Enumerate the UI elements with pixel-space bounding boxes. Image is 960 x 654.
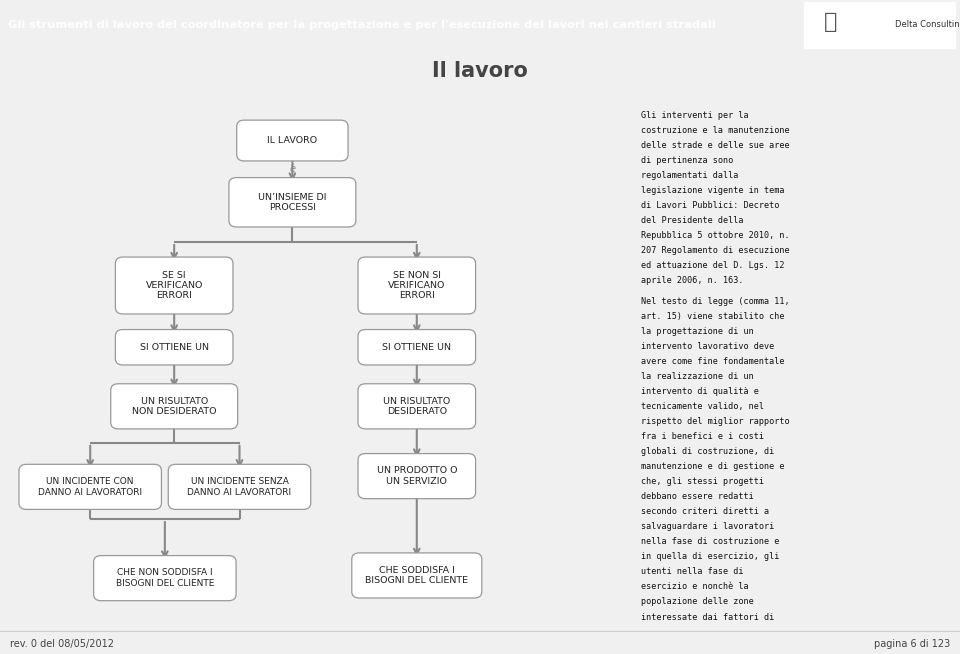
Text: Gli interventi per la: Gli interventi per la bbox=[640, 111, 748, 120]
FancyBboxPatch shape bbox=[358, 454, 475, 498]
Text: UN RISULTATO
NON DESIDERATO: UN RISULTATO NON DESIDERATO bbox=[132, 396, 216, 416]
Text: debbano essere redatti: debbano essere redatti bbox=[640, 492, 754, 501]
Text: CHE SODDISFA I
BISOGNI DEL CLIENTE: CHE SODDISFA I BISOGNI DEL CLIENTE bbox=[366, 566, 468, 585]
Text: tecnicamente valido, nel: tecnicamente valido, nel bbox=[640, 402, 763, 411]
FancyBboxPatch shape bbox=[237, 120, 348, 161]
Text: Il lavoro: Il lavoro bbox=[432, 61, 528, 81]
Text: SI OTTIENE UN: SI OTTIENE UN bbox=[382, 343, 451, 352]
FancyBboxPatch shape bbox=[358, 330, 475, 365]
FancyBboxPatch shape bbox=[358, 257, 475, 314]
Text: CHE NON SODDISFA I
BISOGNI DEL CLIENTE: CHE NON SODDISFA I BISOGNI DEL CLIENTE bbox=[115, 568, 214, 588]
Text: SI OTTIENE UN: SI OTTIENE UN bbox=[140, 343, 208, 352]
FancyBboxPatch shape bbox=[351, 553, 482, 598]
FancyBboxPatch shape bbox=[19, 464, 161, 509]
Text: in quella di esercizio, gli: in quella di esercizio, gli bbox=[640, 553, 780, 561]
Text: Ⓠ: Ⓠ bbox=[824, 12, 837, 32]
Text: nella fase di costruzione e: nella fase di costruzione e bbox=[640, 538, 780, 546]
Text: fra i benefici e i costi: fra i benefici e i costi bbox=[640, 432, 763, 441]
Text: esercizio e nonchè la: esercizio e nonchè la bbox=[640, 583, 748, 591]
FancyBboxPatch shape bbox=[168, 464, 311, 509]
Text: ed attuazione del D. Lgs. 12: ed attuazione del D. Lgs. 12 bbox=[640, 262, 784, 270]
Text: pagina 6 di 123: pagina 6 di 123 bbox=[875, 639, 950, 649]
Text: rispetto del miglior rapporto: rispetto del miglior rapporto bbox=[640, 417, 789, 426]
Text: che, gli stessi progetti: che, gli stessi progetti bbox=[640, 477, 763, 486]
Text: è: è bbox=[289, 164, 296, 174]
Text: costruzione e la manutenzione: costruzione e la manutenzione bbox=[640, 126, 789, 135]
FancyBboxPatch shape bbox=[94, 556, 236, 600]
Text: Nel testo di legge (comma 11,: Nel testo di legge (comma 11, bbox=[640, 297, 789, 306]
Text: intervento di qualità e: intervento di qualità e bbox=[640, 387, 758, 396]
Text: rev. 0 del 08/05/2012: rev. 0 del 08/05/2012 bbox=[10, 639, 113, 649]
Text: UN RISULTATO
DESIDERATO: UN RISULTATO DESIDERATO bbox=[383, 396, 450, 416]
Text: Repubblica 5 ottobre 2010, n.: Repubblica 5 ottobre 2010, n. bbox=[640, 232, 789, 240]
Text: globali di costruzione, di: globali di costruzione, di bbox=[640, 447, 774, 456]
Text: di pertinenza sono: di pertinenza sono bbox=[640, 156, 732, 165]
FancyBboxPatch shape bbox=[115, 257, 233, 314]
Text: manutenzione e di gestione e: manutenzione e di gestione e bbox=[640, 462, 784, 471]
FancyBboxPatch shape bbox=[110, 384, 238, 429]
Text: utenti nella fase di: utenti nella fase di bbox=[640, 568, 743, 576]
Text: delle strade e delle sue aree: delle strade e delle sue aree bbox=[640, 141, 789, 150]
Text: avere come fine fondamentale: avere come fine fondamentale bbox=[640, 357, 784, 366]
FancyBboxPatch shape bbox=[358, 384, 475, 429]
Text: Delta Consulting s.a.s.: Delta Consulting s.a.s. bbox=[895, 20, 960, 29]
Text: secondo criteri diretti a: secondo criteri diretti a bbox=[640, 508, 769, 516]
Text: legislazione vigente in tema: legislazione vigente in tema bbox=[640, 186, 784, 195]
Text: del Presidente della: del Presidente della bbox=[640, 216, 743, 225]
Text: salvaguardare i lavoratori: salvaguardare i lavoratori bbox=[640, 523, 774, 531]
Text: la progettazione di un: la progettazione di un bbox=[640, 327, 754, 336]
FancyBboxPatch shape bbox=[804, 2, 955, 48]
Text: di Lavori Pubblici: Decreto: di Lavori Pubblici: Decreto bbox=[640, 201, 780, 210]
Text: SE SI
VERIFICANO
ERRORI: SE SI VERIFICANO ERRORI bbox=[146, 271, 203, 300]
Text: art. 15) viene stabilito che: art. 15) viene stabilito che bbox=[640, 312, 784, 321]
Text: intervento lavorativo deve: intervento lavorativo deve bbox=[640, 342, 774, 351]
Text: popolazione delle zone: popolazione delle zone bbox=[640, 598, 754, 606]
Text: SE NON SI
VERIFICANO
ERRORI: SE NON SI VERIFICANO ERRORI bbox=[388, 271, 445, 300]
Text: Gli strumenti di lavoro del coordinatore per la progettazione e per l'esecuzione: Gli strumenti di lavoro del coordinatore… bbox=[8, 20, 715, 30]
Text: aprile 2006, n. 163.: aprile 2006, n. 163. bbox=[640, 277, 743, 285]
Text: UN INCIDENTE CON
DANNO AI LAVORATORI: UN INCIDENTE CON DANNO AI LAVORATORI bbox=[38, 477, 142, 496]
Text: interessate dai fattori di: interessate dai fattori di bbox=[640, 613, 774, 621]
Text: regolamentati dalla: regolamentati dalla bbox=[640, 171, 738, 180]
Text: UN PRODOTTO O
UN SERVIZIO: UN PRODOTTO O UN SERVIZIO bbox=[376, 466, 457, 486]
FancyBboxPatch shape bbox=[115, 330, 233, 365]
FancyBboxPatch shape bbox=[228, 178, 356, 227]
Text: 207 Regolamento di esecuzione: 207 Regolamento di esecuzione bbox=[640, 247, 789, 255]
Text: UN INCIDENTE SENZA
DANNO AI LAVORATORI: UN INCIDENTE SENZA DANNO AI LAVORATORI bbox=[187, 477, 292, 496]
Text: UN’INSIEME DI
PROCESSI: UN’INSIEME DI PROCESSI bbox=[258, 192, 326, 212]
Text: la realizzazione di un: la realizzazione di un bbox=[640, 372, 754, 381]
Text: IL LAVORO: IL LAVORO bbox=[267, 136, 318, 145]
